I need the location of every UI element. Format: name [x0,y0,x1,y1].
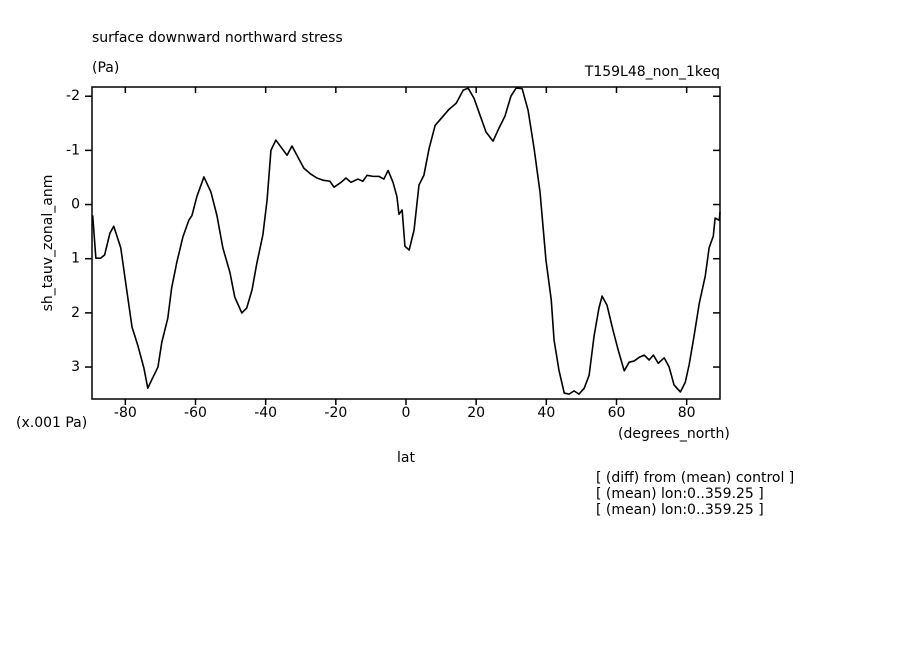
x-tick-label: 60 [608,405,626,421]
y-tick-label: 2 [71,305,80,321]
x-tick-label: 0 [402,405,411,421]
units: (Pa) [92,60,119,76]
note: [ (mean) lon:0..359.25 ] [596,502,764,518]
y-axis-label: sh_tauv_zonal_anm [40,175,56,312]
note: [ (diff) from (mean) control ] [596,470,794,486]
data-line [91,87,721,395]
x-tick-label: 80 [678,405,696,421]
y-tick-label: 1 [71,251,80,267]
x-units: (degrees_north) [618,426,730,442]
x-axis-label: lat [397,450,415,466]
note: [ (mean) lon:0..359.25 ] [596,486,764,502]
x-tick-label: 40 [537,405,555,421]
y-tick-label: 3 [71,359,80,375]
x-tick-label: -80 [114,405,137,421]
run-label: T159L48_non_1keq [584,64,720,80]
y-tick-label: 0 [71,197,80,213]
y-scale-label: (x.001 Pa) [16,415,87,431]
x-tick-label: 20 [467,405,485,421]
x-tick-label: -60 [184,405,207,421]
chart-title: surface downward northward stress [92,30,343,46]
y-tick-label: -1 [66,142,80,158]
plot-frame [91,86,721,400]
x-tick-label: -40 [254,405,277,421]
y-tick-label: -2 [66,88,80,104]
x-tick-label: -20 [324,405,347,421]
